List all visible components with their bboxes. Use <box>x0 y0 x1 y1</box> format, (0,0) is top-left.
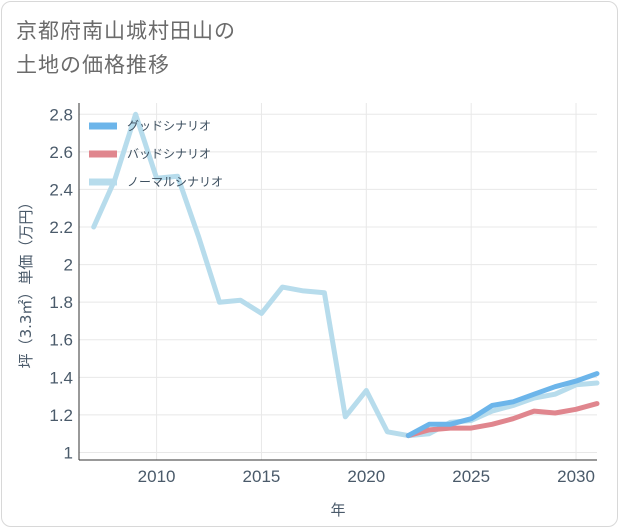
series-line-0 <box>405 371 600 439</box>
x-axis-label: 年 <box>330 501 345 519</box>
y-tick-label: 2.2 <box>49 218 73 237</box>
y-tick-label: 1.8 <box>49 293 73 312</box>
y-tick-label: 2.6 <box>49 143 73 162</box>
series-line-1 <box>405 401 600 439</box>
chart-title: 京都府南山城村田山の 土地の価格推移 <box>16 14 396 82</box>
y-tick-label: 1.6 <box>49 331 73 350</box>
y-tick-label: 2.4 <box>49 180 73 199</box>
legend-label-2: ノーマルシナリオ <box>127 175 223 189</box>
chart-title-line-1: 京都府南山城村田山の <box>16 19 236 43</box>
y-axis-label: 坪（3.3㎡）単価（万円） <box>17 195 35 369</box>
legend-label-0: グッドシナリオ <box>127 119 211 133</box>
x-tick-label: 2010 <box>138 467 176 486</box>
y-tick-label: 2 <box>64 256 73 275</box>
y-tick-label: 1 <box>64 443 73 462</box>
chart-title-line-2: 土地の価格推移 <box>16 53 170 77</box>
y-tick-label: 1.2 <box>49 406 73 425</box>
y-tick-label: 2.8 <box>49 105 73 124</box>
legend-label-1: バッドシナリオ <box>127 147 211 161</box>
x-tick-label: 2015 <box>243 467 281 486</box>
series-line-2 <box>91 111 600 439</box>
x-tick-label: 2025 <box>452 467 490 486</box>
x-tick-label: 2020 <box>347 467 385 486</box>
y-tick-label: 1.4 <box>49 368 73 387</box>
x-tick-label: 2030 <box>557 467 595 486</box>
